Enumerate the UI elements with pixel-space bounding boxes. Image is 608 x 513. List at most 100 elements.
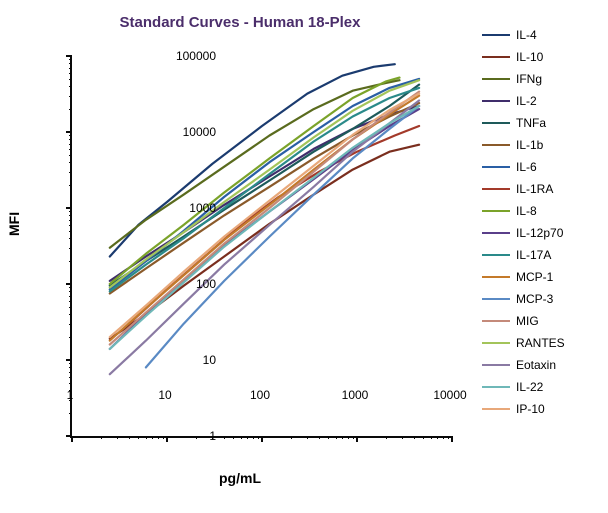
x-minor-tick [101,436,102,439]
legend-label: IL-6 [516,160,537,174]
y-minor-tick [69,63,72,64]
y-minor-tick [69,59,72,60]
y-tick [66,359,72,361]
x-minor-tick [258,436,259,439]
y-minor-tick [69,291,72,292]
legend-swatch [482,364,510,367]
y-minor-tick [69,162,72,163]
legend-item: IL-1RA [482,182,602,196]
legend-item: IP-10 [482,402,602,416]
y-minor-tick [69,367,72,368]
legend-label: Eotaxin [516,358,556,372]
x-minor-tick [448,436,449,439]
legend-swatch [482,144,510,147]
y-minor-tick [69,377,72,378]
legend-swatch [482,298,510,301]
y-minor-tick [69,301,72,302]
legend-item: IL-1b [482,138,602,152]
y-minor-tick [69,383,72,384]
y-tick [66,131,72,133]
legend-label: IL-1b [516,138,543,152]
x-minor-tick [443,436,444,439]
x-axis-label: pg/mL [0,470,480,486]
x-minor-tick [247,436,248,439]
x-minor-tick [342,436,343,439]
legend-item: IFNg [482,72,602,86]
x-minor-tick [224,436,225,439]
series-line [110,85,419,286]
x-minor-tick [414,436,415,439]
x-minor-tick [386,436,387,439]
x-minor-tick [291,436,292,439]
y-minor-tick [69,238,72,239]
y-tick-label: 10000 [183,125,216,139]
y-minor-tick [69,155,72,156]
y-minor-tick [69,307,72,308]
y-minor-tick [69,215,72,216]
legend-swatch [482,320,510,323]
x-minor-tick [423,436,424,439]
legend-item: IL-6 [482,160,602,174]
y-minor-tick [69,231,72,232]
y-minor-tick [69,135,72,136]
x-tick-label: 10 [158,388,171,402]
legend-item: IL-12p70 [482,226,602,240]
legend-swatch [482,386,510,389]
legend-label: IL-12p70 [516,226,563,240]
chart-container: Standard Curves - Human 18-Plex MFI pg/m… [0,0,608,513]
y-minor-tick [69,287,72,288]
legend-swatch [482,78,510,81]
legend-item: MIG [482,314,602,328]
legend-swatch [482,166,510,169]
chart-title: Standard Curves - Human 18-Plex [0,14,480,31]
legend-label: TNFa [516,116,546,130]
y-minor-tick [69,261,72,262]
y-minor-tick [69,248,72,249]
x-tick-label: 100 [250,388,270,402]
legend-label: IFNg [516,72,542,86]
x-minor-tick [146,436,147,439]
legend-label: IL-4 [516,28,537,42]
x-tick [261,436,263,442]
legend-swatch [482,210,510,213]
legend: IL-4IL-10IFNgIL-2TNFaIL-1bIL-6IL-1RAIL-8… [482,28,602,424]
legend-label: RANTES [516,336,565,350]
legend-swatch [482,408,510,411]
legend-item: MCP-3 [482,292,602,306]
y-minor-tick [69,79,72,80]
legend-swatch [482,100,510,103]
x-minor-tick [196,436,197,439]
x-minor-tick [117,436,118,439]
x-tick [71,436,73,442]
y-minor-tick [69,372,72,373]
y-minor-tick [69,86,72,87]
y-minor-tick [69,109,72,110]
legend-label: MIG [516,314,539,328]
legend-label: IL-1RA [516,182,553,196]
y-tick [66,283,72,285]
y-tick-label: 10 [203,353,216,367]
y-tick-label: 100 [196,277,216,291]
y-minor-tick [69,337,72,338]
y-axis-label: MFI [6,212,22,236]
legend-item: IL-22 [482,380,602,394]
y-minor-tick [69,225,72,226]
y-minor-tick [69,220,72,221]
y-minor-tick [69,144,72,145]
legend-item: IL-4 [482,28,602,42]
series-line [110,103,419,293]
x-minor-tick [129,436,130,439]
legend-swatch [482,34,510,37]
x-tick [451,436,453,442]
x-minor-tick [353,436,354,439]
legend-item: IL-2 [482,94,602,108]
series-lines [72,56,452,436]
legend-label: MCP-1 [516,270,553,284]
legend-item: Eotaxin [482,358,602,372]
x-minor-tick [307,436,308,439]
legend-label: IL-8 [516,204,537,218]
x-minor-tick [348,436,349,439]
y-minor-tick [69,185,72,186]
y-tick-label: 1000 [189,201,216,215]
legend-swatch [482,254,510,257]
